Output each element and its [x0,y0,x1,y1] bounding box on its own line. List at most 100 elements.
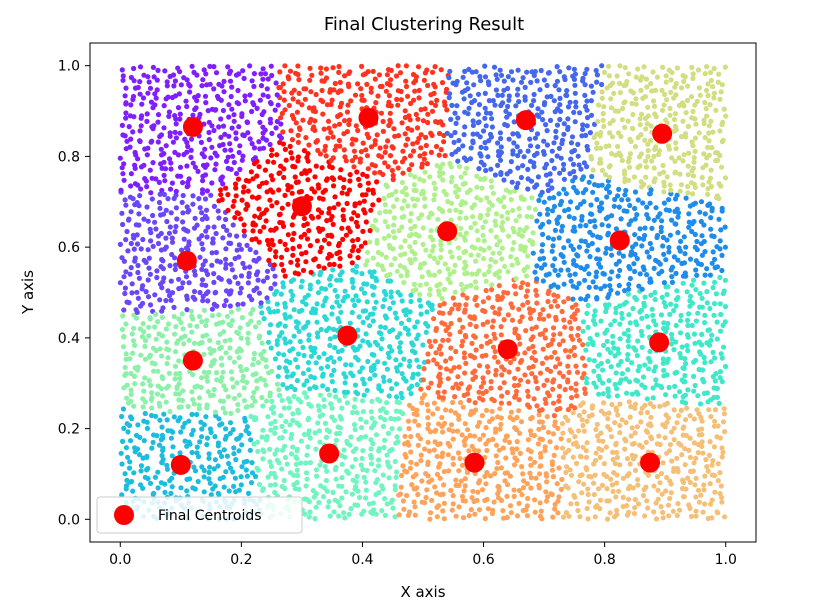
data-point [410,141,416,147]
data-point [510,131,516,137]
data-point [666,384,672,391]
data-point [141,438,147,444]
data-point [618,133,624,140]
data-point [237,143,243,149]
data-point [400,148,406,154]
data-point [458,174,464,180]
data-point [583,187,589,193]
data-point [134,309,140,315]
data-point [281,97,287,103]
data-point [277,211,283,217]
data-point [626,312,632,318]
data-point [608,287,614,293]
data-point [645,141,651,147]
data-point [271,262,277,268]
data-point [559,228,565,234]
data-point [177,415,183,421]
data-point [229,84,235,90]
data-point [131,325,137,331]
data-point [444,130,450,136]
data-point [572,119,578,125]
data-point [308,344,314,351]
data-point [482,473,488,479]
data-point [380,118,386,125]
data-point [648,187,654,193]
data-point [306,514,312,520]
data-point [371,305,377,311]
data-point [518,243,524,249]
data-point [445,324,451,331]
data-point [231,395,238,402]
data-point [354,410,360,416]
data-point [382,325,388,331]
data-point [610,488,616,495]
data-point [182,333,188,339]
data-point [635,66,641,72]
data-point [551,98,557,104]
data-point [531,91,537,98]
data-point [128,414,134,420]
data-point [674,369,680,375]
data-point [467,432,473,439]
data-point [355,502,361,508]
data-point [654,382,660,388]
data-point [524,225,530,231]
data-point [386,475,392,481]
data-point [286,405,292,411]
data-point [615,290,621,296]
data-point [219,453,225,459]
data-point [520,485,527,491]
data-point [157,417,163,423]
data-point [240,260,246,266]
data-point [576,337,583,343]
data-point [147,315,153,321]
data-point [438,119,444,125]
data-point [403,63,409,69]
data-point [147,85,154,91]
data-point [218,344,224,350]
data-point [231,112,237,118]
data-point [347,178,353,184]
data-point [552,227,559,233]
data-point [274,457,280,463]
data-point [336,240,342,247]
data-point [378,346,384,352]
data-point [693,494,699,500]
data-point [269,72,275,79]
data-point [590,317,597,324]
data-point [254,385,260,391]
data-point [511,487,517,493]
data-point [277,392,283,399]
data-point [651,265,657,271]
data-point [475,489,481,495]
data-point [215,340,221,346]
data-point [461,355,467,361]
data-point [384,366,390,372]
data-point [239,111,245,117]
data-point [389,497,395,503]
data-point [627,320,633,326]
data-point [610,340,616,346]
data-point [371,366,377,372]
data-point [572,82,578,88]
data-point [424,67,430,73]
data-point [151,123,157,129]
data-point [515,180,521,186]
data-point [504,389,510,396]
data-point [375,396,381,402]
data-point [690,173,697,179]
data-point [660,243,666,249]
data-point [206,451,212,457]
data-point [678,312,684,318]
data-point [168,160,174,166]
data-point [666,513,672,519]
data-point [369,398,375,404]
data-point [539,407,545,413]
data-point [438,207,445,213]
data-point [539,360,546,366]
data-point [669,274,675,280]
data-point [145,74,151,80]
data-point [339,190,345,196]
data-point [599,167,606,173]
data-point [507,189,513,195]
